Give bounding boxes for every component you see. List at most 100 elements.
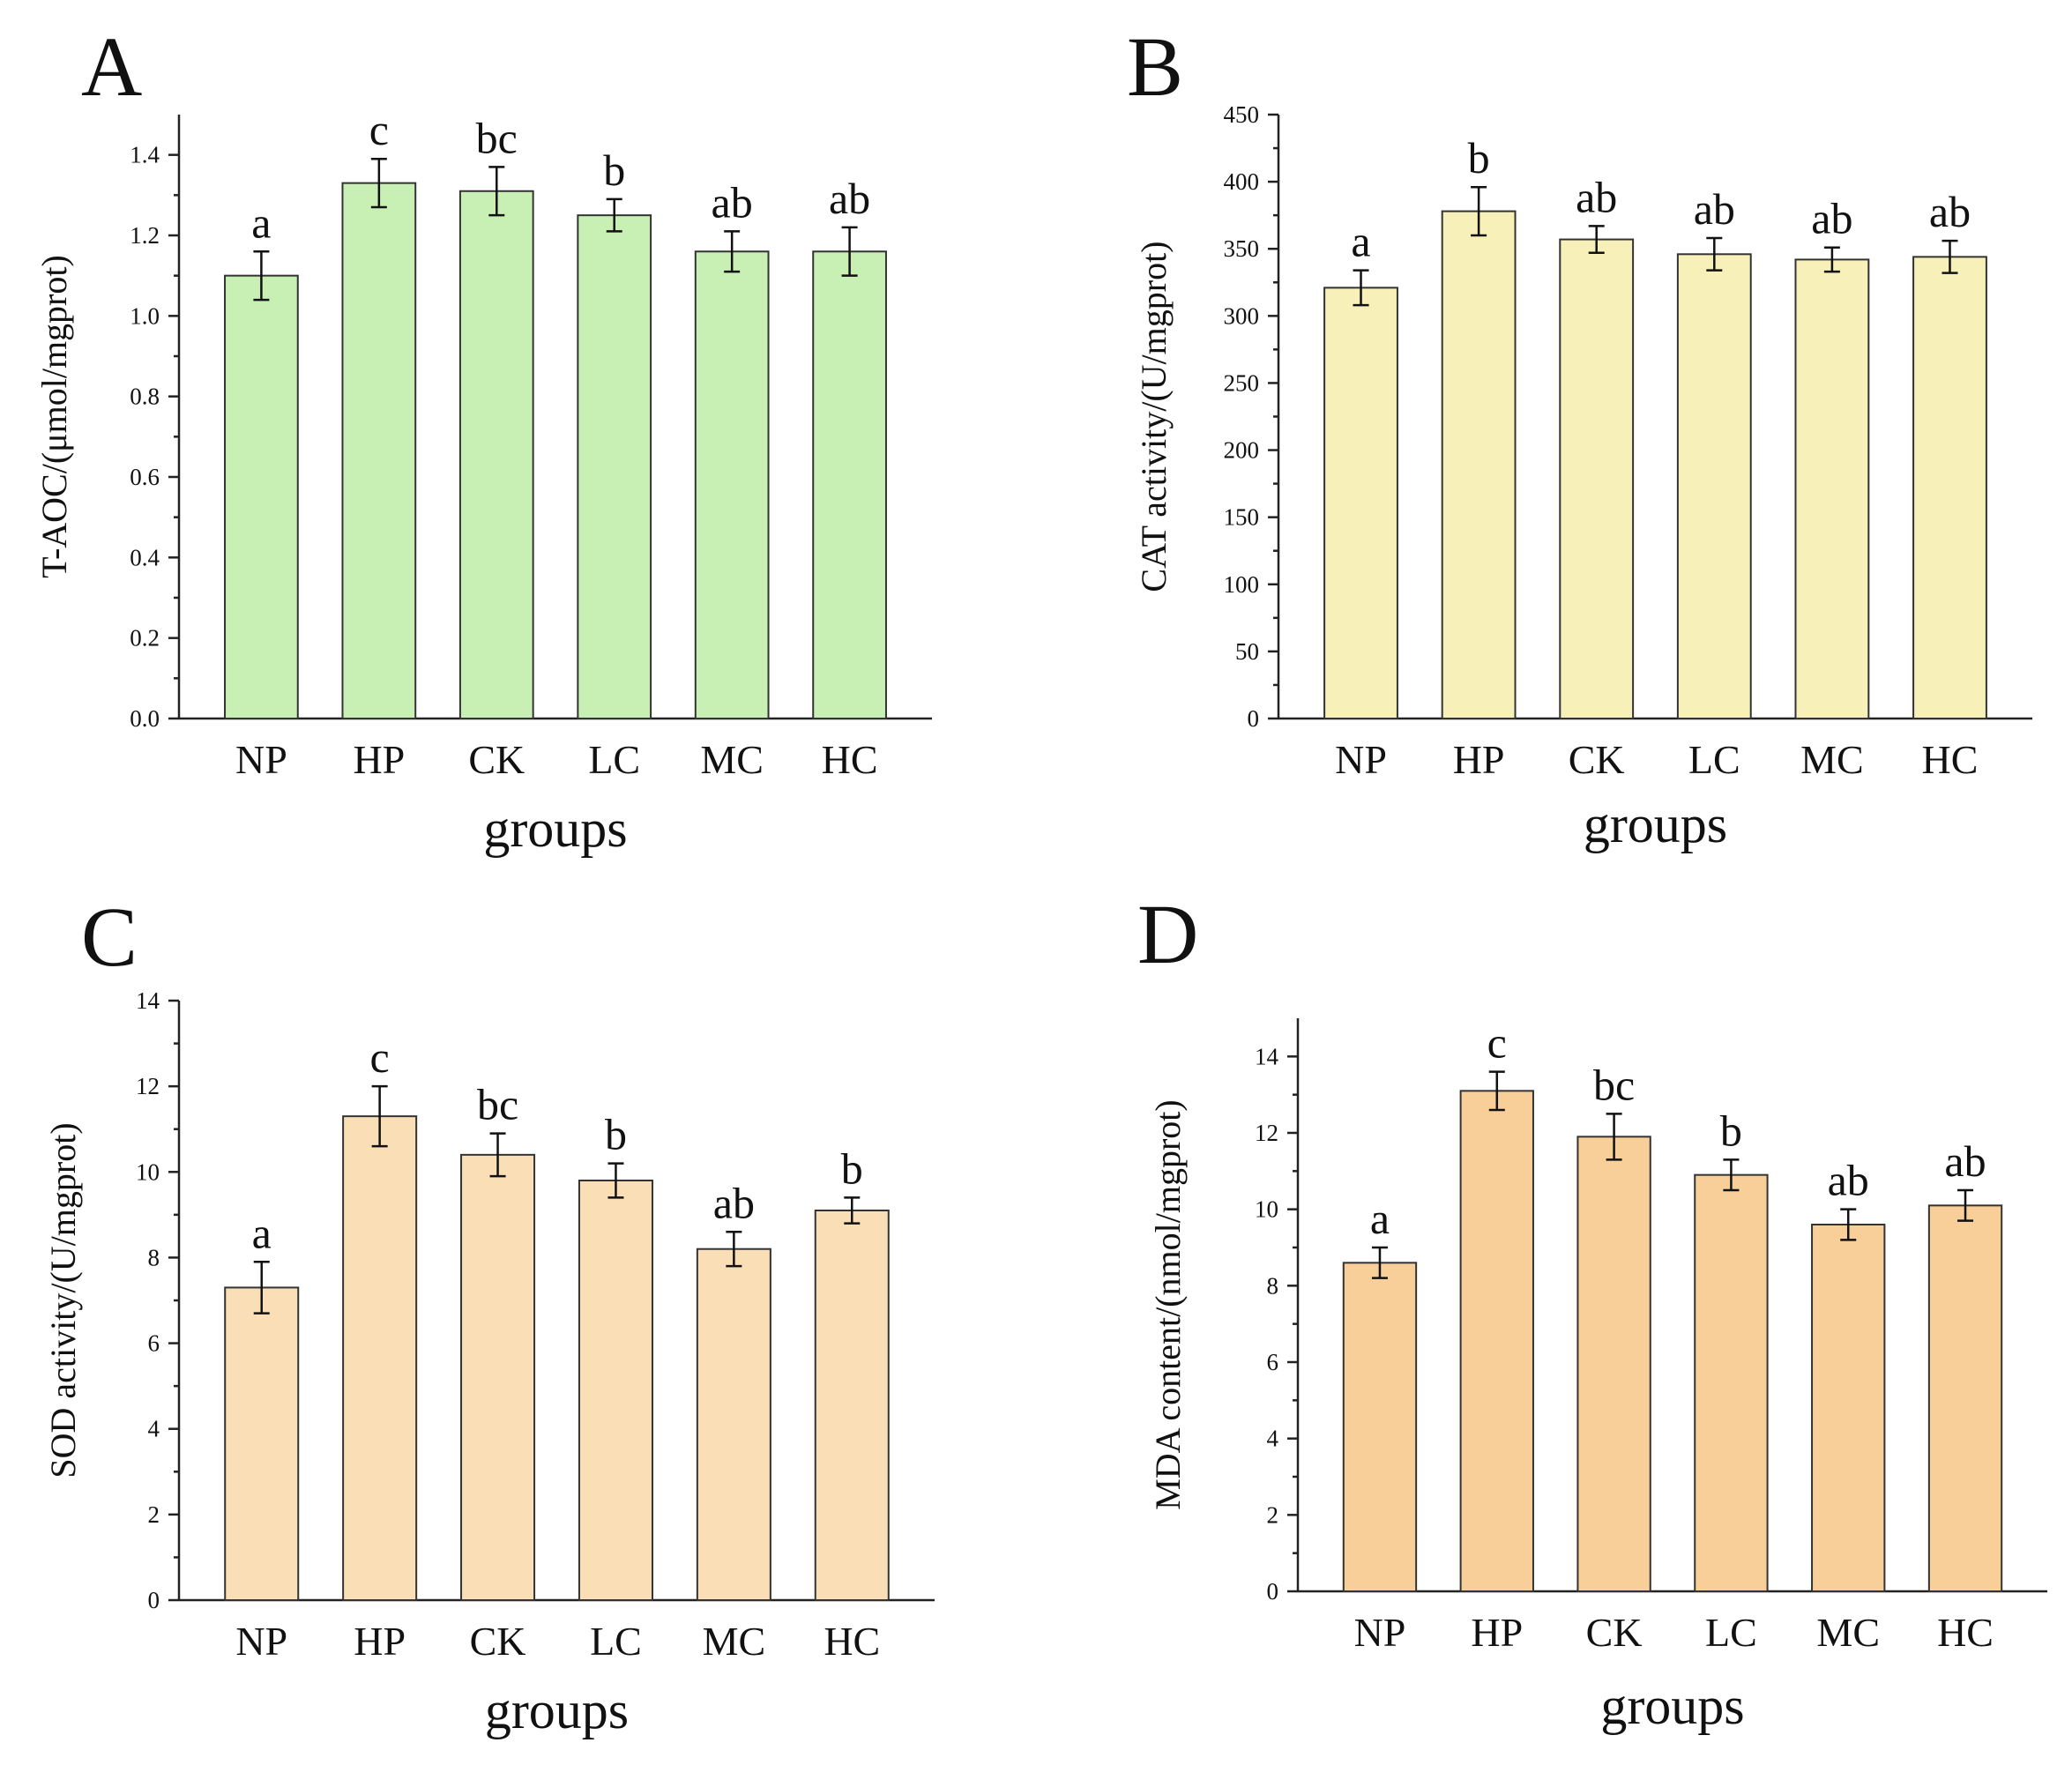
panel-a-x-tick-label: NP [235, 737, 287, 782]
panel-a-bar-lc [577, 214, 652, 719]
panel-d-y-tick-label: 6 [1267, 1349, 1279, 1375]
panel-b-sig-label-ck: ab [1576, 172, 1617, 221]
panel-a-y-tick-label: 1.0 [130, 302, 160, 329]
panel-a-x-tick-label: HP [353, 737, 405, 782]
panel-d-bar-np [1342, 1262, 1418, 1593]
panel-c-y-tick-label: 12 [136, 1073, 160, 1099]
panel-d-sig-label-hc: ab [1944, 1136, 1986, 1186]
panel-c-bar-hc [814, 1210, 890, 1601]
panel-b-bar-ck [1559, 238, 1635, 720]
panel-b-y-axis-label: CAT activity/(U/mgprot) [1134, 241, 1174, 592]
panel-b-bar-lc [1676, 253, 1752, 719]
panel-c-y-tick-label: 6 [148, 1330, 160, 1357]
panel-b-letter: B [1127, 19, 1183, 114]
panel-c-x-tick-label: CK [470, 1619, 526, 1664]
panel-b-y-tick-label: 0 [1248, 705, 1260, 732]
panel-a-y-tick-label: 0.6 [130, 464, 160, 490]
panel-c-error-bar-hp [371, 1084, 388, 1148]
panel-a-x-tick-label: MC [700, 737, 764, 782]
panel-a-chart: A 0.0 0.2 0.4 0.6 0.8 1.0 1.2 1.4 a NP c HP bc CK b LC ab… [34, 19, 932, 858]
panel-b-y-tick-label: 200 [1224, 437, 1260, 464]
panel-c-x-tick-label: NP [235, 1619, 287, 1664]
panel-a-error-bar-ck [488, 166, 505, 217]
panel-b-x-tick-label: MC [1800, 737, 1864, 782]
panel-b-sig-label-hp: b [1468, 133, 1490, 182]
panel-b-bar-mc [1794, 258, 1870, 719]
panel-c-bar-lc [578, 1180, 653, 1601]
panel-c-bar-np [224, 1286, 300, 1602]
panel-b-sig-label-lc: ab [1694, 184, 1735, 234]
panel-d-error-bar-np [1371, 1246, 1388, 1279]
panel-c-error-bar-lc [607, 1162, 624, 1199]
panel-c-bar-mc [696, 1247, 771, 1601]
panel-d-error-bar-lc [1723, 1158, 1740, 1192]
panel-b-x-tick-label: CK [1569, 737, 1625, 782]
panel-a-bar-np [224, 274, 299, 719]
panel-c-x-axis-label: groups [485, 1681, 629, 1739]
panel-b-y-tick-label: 300 [1224, 302, 1260, 329]
panel-d-y-axis-label: MDA content/(nmol/mgprot) [1148, 1099, 1188, 1510]
panel-d-sig-label-hp: c [1487, 1018, 1507, 1068]
panel-d-sig-label-ck: bc [1593, 1060, 1635, 1109]
panel-a-x-tick-label: CK [468, 737, 525, 782]
panel-d-bar-mc [1811, 1224, 1886, 1592]
panel-b-sig-label-hc: ab [1929, 187, 1971, 236]
panel-a-bar-hp [341, 182, 417, 719]
panel-a-error-bar-hp [370, 157, 387, 209]
panel-b-x-tick-label: HP [1453, 737, 1505, 782]
panel-c-y-tick-label: 14 [136, 987, 160, 1014]
panel-d-x-tick-label: NP [1354, 1610, 1406, 1655]
panel-c-sig-label-hp: c [370, 1032, 390, 1082]
panel-b-error-bar-hp [1471, 185, 1487, 237]
panel-c-y-tick-label: 4 [148, 1416, 160, 1442]
panel-b-chart: B 0 50 100 150 200 250 300 350 400 450 a NP b HP ab CK ab… [1127, 19, 2032, 853]
panel-c-y-tick-label: 8 [148, 1244, 160, 1270]
panel-a-sig-label-ck: bc [476, 113, 518, 162]
panel-a-y-tick-label: 0.4 [130, 544, 160, 570]
panel-d-chart: D 0 2 4 6 8 10 12 14 a NP c HP bc CK b LC ab MC ab HC groups M… [1137, 887, 2047, 1735]
panel-b-x-tick-label: NP [1335, 737, 1387, 782]
panel-d-letter: D [1137, 887, 1198, 981]
panel-d-error-bar-ck [1606, 1113, 1622, 1161]
panel-c-letter: C [81, 890, 138, 984]
panel-b-error-bar-ck [1588, 225, 1605, 255]
panel-b-x-tick-label: HC [1922, 737, 1979, 782]
panel-d-y-tick-label: 10 [1255, 1196, 1278, 1223]
panel-a-y-tick-label: 1.2 [130, 222, 160, 249]
panel-a-bar-hc [812, 250, 887, 719]
panel-b-y-tick-label: 400 [1224, 168, 1260, 195]
panel-d-x-tick-label: LC [1705, 1610, 1757, 1655]
panel-b-bar-hc [1912, 256, 1987, 720]
panel-c-error-bar-mc [726, 1231, 742, 1268]
panel-c-x-tick-label: HP [354, 1619, 406, 1664]
panel-d-bar-ck [1576, 1136, 1651, 1593]
panel-d-error-bar-hc [1957, 1188, 1974, 1222]
panel-a-x-axis-label: groups [483, 800, 627, 858]
panel-c-error-bar-ck [489, 1132, 506, 1178]
panel-a-y-tick-label: 0.8 [130, 384, 160, 410]
panel-c-y-tick-label: 10 [136, 1158, 160, 1185]
panel-d-sig-label-np: a [1370, 1194, 1390, 1243]
panel-c-x-tick-label: MC [703, 1619, 766, 1664]
panel-b-y-tick-label: 150 [1224, 504, 1260, 531]
panel-d-bar-hc [1927, 1204, 2003, 1593]
panel-c-chart: C 0 2 4 6 8 10 12 14 a NP c HP bc CK b LC ab MC b HC groups SO… [43, 890, 935, 1739]
panel-b-bar-np [1323, 287, 1398, 719]
panel-c-x-tick-label: LC [590, 1619, 642, 1664]
panel-b-bar-hp [1441, 210, 1517, 720]
panel-d-x-tick-label: MC [1816, 1610, 1880, 1655]
panel-a-y-tick-label: 0.2 [130, 625, 160, 652]
panel-c-bar-ck [460, 1153, 536, 1602]
panel-d-error-bar-mc [1840, 1208, 1857, 1241]
panel-b-sig-label-mc: ab [1811, 194, 1852, 243]
panel-b-error-bar-mc [1823, 246, 1840, 273]
panel-c-error-bar-np [253, 1261, 270, 1315]
panel-a-sig-label-lc: b [603, 145, 625, 195]
panel-b-y-tick-label: 50 [1235, 638, 1259, 665]
panel-a-sig-label-hc: ab [829, 174, 870, 223]
panel-a-sig-label-np: a [251, 197, 271, 247]
panel-c-bar-hp [342, 1115, 418, 1601]
panel-b-error-bar-np [1353, 269, 1369, 307]
panel-c-sig-label-ck: bc [477, 1080, 518, 1129]
